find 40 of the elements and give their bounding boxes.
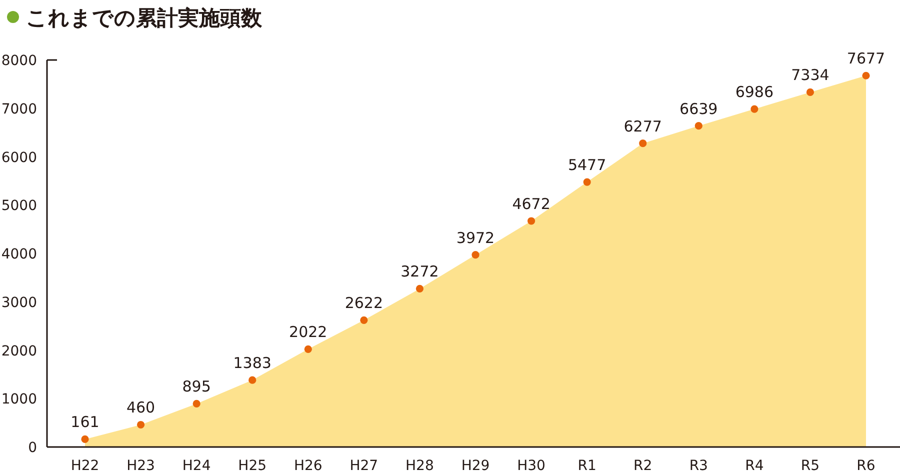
x-tick-label: H26 [294, 458, 322, 474]
x-tick-label: R2 [634, 458, 652, 474]
x-tick-label: H24 [182, 458, 211, 474]
data-label: 6639 [680, 100, 718, 118]
x-tick-label: H25 [238, 458, 267, 474]
x-tick-label: R6 [856, 458, 876, 474]
y-tick-label: 0 [28, 440, 37, 456]
data-label: 460 [126, 398, 156, 417]
x-tick-label: H28 [406, 458, 434, 474]
y-tick-label: 7000 [1, 101, 37, 118]
data-label: 4672 [512, 194, 550, 213]
x-tick-label: H23 [126, 458, 155, 474]
y-tick-label: 4000 [1, 246, 37, 262]
data-label: 6986 [735, 83, 774, 102]
x-tick-label: R4 [745, 458, 764, 474]
x-tick-label: H22 [70, 458, 100, 474]
data-label: 3272 [400, 262, 439, 281]
y-tick-label: 5000 [1, 198, 37, 214]
data-label: 2022 [289, 323, 328, 342]
x-tick-label: R1 [578, 458, 596, 474]
data-label: 3972 [456, 228, 495, 247]
data-label: 7677 [846, 50, 886, 68]
data-label: 2622 [344, 294, 384, 312]
data-label: 7334 [791, 66, 830, 84]
data-label: 5477 [568, 156, 606, 174]
x-tick-label: R5 [800, 458, 820, 474]
data-label: 895 [182, 378, 211, 396]
y-tick-label: 2000 [1, 343, 37, 360]
x-tick-label: H27 [350, 458, 378, 474]
y-tick-label: 1000 [1, 392, 37, 408]
y-tick-label: 8000 [1, 53, 37, 69]
data-label: 1383 [233, 354, 272, 372]
data-label: 6277 [624, 117, 662, 136]
x-tick-label: R3 [689, 458, 708, 474]
x-tick-label: H29 [461, 458, 490, 474]
data-label: 161 [70, 413, 100, 432]
y-tick-label: 6000 [1, 150, 37, 166]
x-tick-label: H30 [517, 458, 546, 474]
chart-title: これまでの累計実施頭数 [26, 6, 263, 30]
y-tick-label: 3000 [1, 294, 37, 311]
